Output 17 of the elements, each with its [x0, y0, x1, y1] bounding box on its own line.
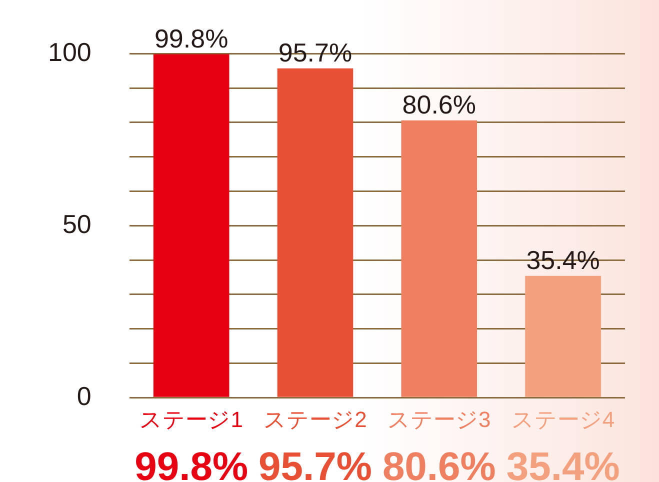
bar	[401, 120, 478, 397]
text: 99.8%	[154, 23, 228, 54]
data-label: 99.8%	[134, 445, 248, 482]
x-tick-label: ステージ4	[511, 406, 615, 432]
y-tick-label: 0	[76, 380, 92, 411]
text: 80.6%	[402, 90, 476, 120]
bar	[525, 276, 601, 397]
y-tick-label: 100	[48, 36, 92, 67]
data-label: 95.7%	[258, 445, 372, 482]
y-tick-label: 50	[62, 208, 92, 239]
data-label: 80.6%	[382, 445, 496, 482]
x-tick-label: ステージ1	[140, 406, 243, 432]
data-label: 35.4%	[506, 445, 620, 482]
bar	[153, 54, 230, 397]
x-tick-label: ステージ3	[388, 406, 491, 432]
x-tick-label: ステージ2	[264, 406, 367, 432]
bar	[277, 68, 354, 397]
